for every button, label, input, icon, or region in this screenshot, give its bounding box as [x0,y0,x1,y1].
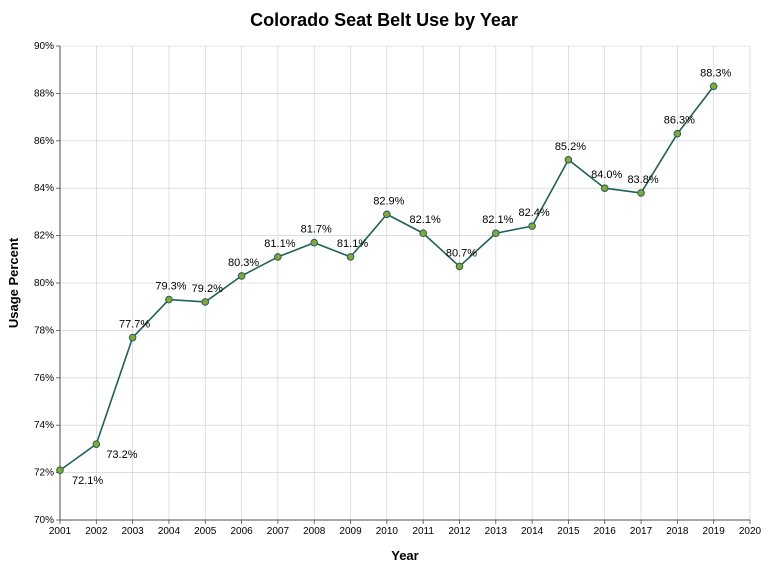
data-label: 81.1% [264,238,295,250]
x-tick-label: 2018 [666,526,689,537]
x-tick-label: 2010 [376,526,399,537]
x-tick-label: 2016 [594,526,617,537]
x-tick-label: 2001 [49,526,72,537]
x-tick-label: 2005 [194,526,217,537]
data-label: 77.7% [119,319,150,331]
data-label: 72.1% [72,475,103,487]
y-tick-label: 74% [34,420,54,431]
y-tick-label: 76% [34,373,54,384]
data-label: 80.3% [228,257,259,269]
y-tick-label: 82% [34,231,54,242]
data-marker [202,299,209,306]
data-marker [710,83,717,90]
y-tick-label: 70% [34,515,54,526]
x-tick-label: 2012 [448,526,471,537]
chart-svg: 2001 2002 2003 2004 2005 2006 2007 2008 2009 2010… [0,0,768,572]
x-tick-label: 2008 [303,526,326,537]
data-label: 83.8% [627,174,658,186]
y-tick-label: 88% [34,88,54,99]
chart-title: Colorado Seat Belt Use by Year [0,10,768,31]
data-label: 80.7% [446,247,477,259]
data-label: 82.1% [482,214,513,226]
x-tick-label: 2003 [122,526,145,537]
chart-container: Colorado Seat Belt Use by Year 200120022… [0,0,768,572]
x-tick-label: 2020 [739,526,762,537]
x-tick-label: 2015 [557,526,580,537]
data-marker [529,223,536,230]
data-label: 88.3% [700,67,731,79]
x-tick-label: 2011 [412,526,434,537]
data-marker [311,239,318,246]
data-marker [638,190,645,197]
data-label: 79.3% [155,281,186,293]
data-marker [456,263,463,270]
x-tick-label: 2004 [158,526,181,537]
y-tick-label: 90% [34,41,54,52]
x-tick-label: 2009 [339,526,362,537]
data-label: 84.0% [591,169,622,181]
data-label: 82.1% [410,214,441,226]
data-label: 81.7% [301,224,332,236]
data-label: 79.2% [192,283,223,295]
data-marker [166,296,173,303]
x-tick-label: 2019 [703,526,726,537]
x-tick-label: 2014 [521,526,544,537]
y-axis-label: Usage Percent [6,237,21,328]
data-marker [129,334,136,341]
data-marker [238,273,245,280]
data-marker [347,254,354,261]
y-tick-label: 72% [34,468,54,479]
data-label: 73.2% [106,449,137,461]
y-tick-label: 86% [34,136,54,147]
x-tick-label: 2013 [485,526,508,537]
data-marker [384,211,391,218]
y-tick-label: 78% [34,325,54,336]
data-marker [492,230,499,237]
y-tick-label: 80% [34,278,54,289]
data-marker [565,156,572,163]
data-marker [420,230,427,237]
data-marker [57,467,64,474]
y-tick-label: 84% [34,183,54,194]
data-label: 82.9% [373,195,404,207]
data-marker [674,130,681,137]
x-tick-label: 2017 [630,526,653,537]
data-label: 85.2% [555,141,586,153]
x-tick-label: 2006 [230,526,253,537]
data-marker [601,185,608,192]
data-label: 86.3% [664,115,695,127]
data-marker [275,254,282,261]
x-tick-label: 2002 [85,526,108,537]
data-label: 82.4% [519,207,550,219]
data-label: 81.1% [337,238,368,250]
x-axis-label: Year [391,548,418,563]
x-tick-label: 2007 [267,526,290,537]
data-marker [93,441,100,448]
